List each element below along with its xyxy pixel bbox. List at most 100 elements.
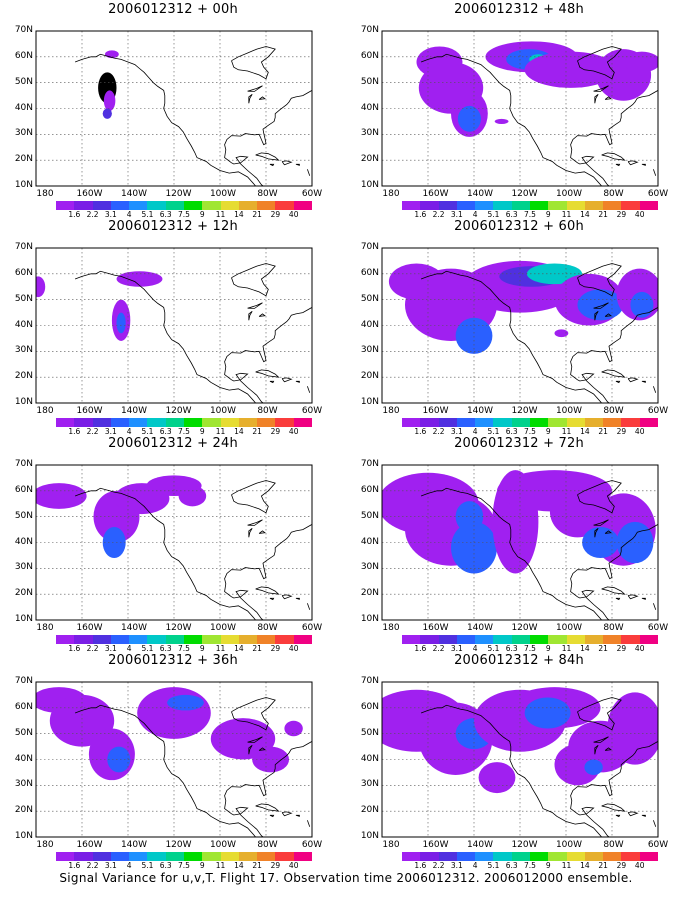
variance-plume bbox=[49, 694, 115, 747]
colorbar-label: 9 bbox=[545, 644, 551, 653]
map-plot bbox=[35, 464, 313, 621]
lon-tick-label: 160W bbox=[422, 840, 449, 850]
colorbar-swatch bbox=[147, 418, 166, 427]
lat-tick-label: 30N bbox=[360, 779, 379, 790]
map-frame bbox=[35, 464, 313, 621]
lat-tick-label: 50N bbox=[14, 76, 33, 87]
coastline bbox=[231, 697, 276, 731]
lon-tick-label: 60W bbox=[301, 406, 323, 416]
coastline bbox=[295, 814, 300, 817]
coastline bbox=[627, 594, 639, 600]
colorbar-label: 7.5 bbox=[178, 644, 190, 653]
colorbar-label: 29 bbox=[616, 210, 627, 219]
colorbar-label: 14 bbox=[234, 861, 244, 870]
coastline bbox=[615, 597, 621, 601]
colorbar-swatch bbox=[129, 418, 148, 427]
coastline bbox=[258, 747, 266, 751]
variance-plume bbox=[582, 527, 619, 558]
map-plot bbox=[35, 30, 313, 187]
colorbar-label: 14 bbox=[580, 427, 590, 436]
lat-tick-label: 70N bbox=[360, 676, 379, 686]
colorbar-swatch bbox=[238, 852, 258, 861]
colorbar-label: 14 bbox=[234, 644, 244, 653]
colorbar-swatch bbox=[621, 418, 640, 427]
colorbar-label: 11 bbox=[215, 861, 226, 870]
colorbar-swatch bbox=[147, 852, 166, 861]
variance-plume bbox=[524, 51, 617, 88]
lon-tick-label: 80W bbox=[257, 406, 278, 416]
colorbar-swatch bbox=[257, 852, 276, 861]
colorbar-swatch bbox=[402, 201, 421, 210]
colorbar bbox=[56, 852, 312, 861]
colorbar-label: 2.2 bbox=[86, 644, 99, 653]
colorbar-label: 4 bbox=[126, 861, 132, 870]
colorbar-swatch bbox=[566, 635, 585, 644]
colorbar-swatch bbox=[493, 852, 512, 861]
coastline bbox=[255, 803, 280, 812]
lat-tick-label: 60N bbox=[360, 50, 379, 61]
map-plot bbox=[381, 464, 659, 621]
map-plot bbox=[35, 247, 313, 404]
colorbar-label: 7.5 bbox=[178, 427, 190, 436]
colorbar-label: 4 bbox=[472, 644, 478, 653]
lat-tick-label: 70N bbox=[360, 25, 379, 35]
colorbar-swatch bbox=[475, 201, 494, 210]
lon-tick-label: 120W bbox=[511, 623, 538, 633]
colorbar-swatch bbox=[257, 635, 276, 644]
coastline bbox=[281, 594, 293, 600]
colorbar-label: 21 bbox=[252, 861, 262, 870]
lon-tick-label: 100W bbox=[209, 189, 237, 199]
lon-tick-label: 160W bbox=[76, 623, 103, 633]
coastline bbox=[420, 270, 658, 403]
colorbar-label: 7.5 bbox=[178, 210, 190, 219]
colorbar-label: 29 bbox=[270, 427, 281, 436]
lon-tick-label: 80W bbox=[257, 840, 278, 850]
colorbar-label: 14 bbox=[580, 210, 590, 219]
colorbar-swatch bbox=[74, 418, 93, 427]
lat-tick-label: 60N bbox=[360, 484, 379, 495]
lon-tick-label: 100W bbox=[555, 189, 583, 199]
lat-tick-label: 70N bbox=[360, 459, 379, 469]
lat-tick-label: 30N bbox=[360, 345, 379, 356]
colorbar-label: 11 bbox=[561, 427, 572, 436]
colorbar-swatch bbox=[129, 201, 148, 210]
lat-tick-label: 30N bbox=[360, 562, 379, 573]
colorbar-label: 2.2 bbox=[86, 427, 99, 436]
coastline bbox=[258, 96, 266, 100]
colorbar-label: 9 bbox=[199, 210, 205, 219]
colorbar-label: 9 bbox=[199, 861, 205, 870]
coastline bbox=[601, 803, 626, 812]
variance-plume bbox=[524, 697, 571, 729]
colorbar-swatch bbox=[402, 635, 421, 644]
coastline bbox=[653, 603, 657, 610]
lon-tick-label: 180 bbox=[382, 623, 400, 633]
variance-plume bbox=[549, 485, 606, 538]
variance-plume bbox=[494, 118, 509, 124]
colorbar-swatch bbox=[548, 852, 567, 861]
map-frame bbox=[35, 247, 313, 404]
variance-plume bbox=[630, 291, 654, 318]
colorbar-label: 5.1 bbox=[487, 644, 500, 653]
colorbar-swatch bbox=[238, 201, 258, 210]
colorbar-swatch bbox=[56, 852, 75, 861]
coastline bbox=[247, 302, 263, 309]
lat-tick-label: 40N bbox=[14, 102, 33, 113]
colorbar-swatch bbox=[275, 201, 294, 210]
variance-plume bbox=[210, 718, 276, 760]
colorbar-label: 11 bbox=[215, 427, 226, 436]
colorbar-swatch bbox=[420, 635, 439, 644]
colorbar-swatch bbox=[603, 418, 622, 427]
lat-tick-label: 50N bbox=[14, 293, 33, 304]
colorbar-label: 5.1 bbox=[487, 427, 500, 436]
colorbar-swatch bbox=[548, 201, 567, 210]
coastline bbox=[247, 519, 263, 526]
variance-plume bbox=[455, 501, 484, 533]
lat-tick-label: 30N bbox=[14, 779, 33, 790]
variance-plume bbox=[623, 51, 658, 73]
coastline bbox=[615, 163, 621, 167]
figure-caption: Signal Variance for u,v,T. Flight 17. Ob… bbox=[59, 871, 633, 885]
map-panel: 2006012312 + 72h 70N 60N 50N 40N 30N 20N 10N 180… bbox=[346, 434, 692, 653]
colorbar-swatch bbox=[74, 635, 93, 644]
colorbar-swatch bbox=[584, 635, 604, 644]
lon-tick-label: 140W bbox=[120, 406, 148, 416]
